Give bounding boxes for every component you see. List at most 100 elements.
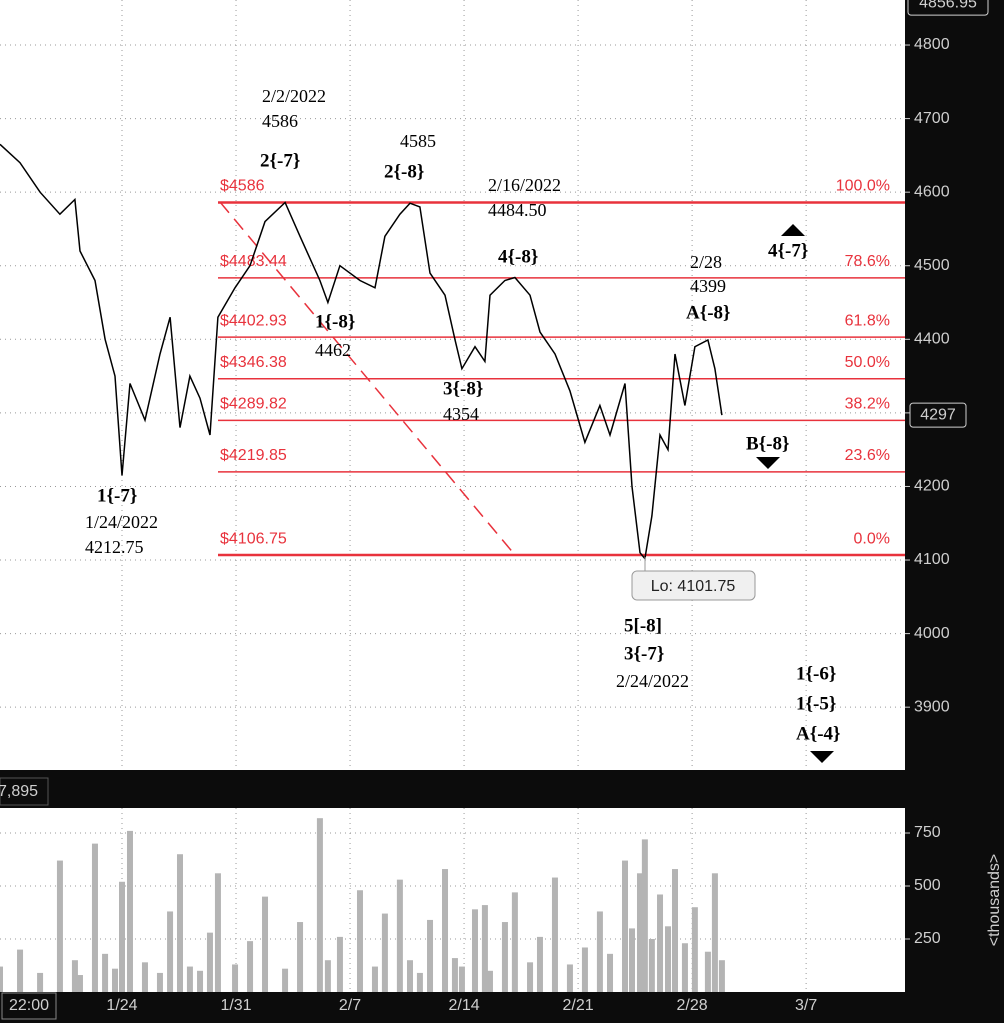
volume-bar xyxy=(501,922,508,992)
y-tick-label: 4600 xyxy=(914,183,950,200)
volume-bar xyxy=(186,966,193,992)
last-box xyxy=(909,402,967,428)
volume-bar xyxy=(316,818,323,992)
volume-bar xyxy=(648,939,655,992)
volume-last-label: 7,895 xyxy=(0,783,38,800)
level-ratio-label: 78.6% xyxy=(845,253,890,270)
volume-bar xyxy=(206,932,213,992)
volume-bar xyxy=(442,869,449,992)
annotation: 2/2/2022 xyxy=(262,86,326,106)
volume-bar xyxy=(262,896,269,992)
volume-bar xyxy=(672,869,679,992)
level-ratio-label: 23.6% xyxy=(845,447,890,464)
volume-bar xyxy=(56,860,63,992)
wave-label: 5[-8] xyxy=(624,615,662,636)
annotation: 1/24/2022 xyxy=(85,512,158,532)
volume-bar xyxy=(416,972,423,992)
wave-label: 1{-6} xyxy=(796,663,836,684)
volume-bar xyxy=(91,843,98,992)
wave-label: 3{-7} xyxy=(624,643,664,664)
volume-bar xyxy=(481,905,488,992)
volume-bar xyxy=(214,873,221,992)
annotation: 2/24/2022 xyxy=(616,671,689,691)
volume-bar xyxy=(406,960,413,992)
volume-bar xyxy=(691,907,698,992)
wave-label: 3{-8} xyxy=(443,378,483,399)
volume-bar xyxy=(297,922,304,992)
wave-label: B{-8} xyxy=(746,433,789,454)
volume-bar xyxy=(527,962,534,992)
volume-bar xyxy=(471,909,478,992)
wave-label: 4{-7} xyxy=(768,240,808,261)
x-tick-label: 2/28 xyxy=(677,997,708,1014)
level-price-label: $4289.82 xyxy=(220,396,287,413)
volume-bar xyxy=(141,962,148,992)
volume-bar xyxy=(17,949,24,992)
volume-bar xyxy=(636,873,643,992)
volume-bar xyxy=(566,964,573,992)
y-tick-label: 3900 xyxy=(914,698,950,715)
volume-bar xyxy=(629,928,636,992)
annotation: 4585 xyxy=(400,131,436,151)
volume-bar xyxy=(396,879,403,992)
volume-bar xyxy=(102,953,109,992)
x-tick-label: 1/24 xyxy=(106,997,137,1014)
volume-bar xyxy=(282,968,289,992)
volume-bar xyxy=(486,970,493,992)
callout-box xyxy=(631,570,756,601)
annotation: 2/16/2022 xyxy=(488,175,561,195)
annotation: 4484.50 xyxy=(488,200,547,220)
annotation: 2/28 xyxy=(690,252,722,272)
volume-box xyxy=(0,777,49,806)
price-line xyxy=(0,143,723,561)
volume-bar xyxy=(167,911,174,992)
annotations: 2/2/2022 4586 2{-7} 4585 2{-8} 2/16/2022… xyxy=(85,86,841,763)
volume-bar xyxy=(596,911,603,992)
annotation: 4399 xyxy=(690,276,726,296)
price-panel xyxy=(0,0,905,770)
volume-bar xyxy=(37,972,44,992)
wave-label: 2{-8} xyxy=(384,161,424,182)
y-tick-label: 500 xyxy=(914,877,941,894)
arrow-down xyxy=(810,751,834,763)
level-price-label: $4346.38 xyxy=(220,354,287,371)
y-tick-label: 4800 xyxy=(914,36,950,53)
y-tick-label: 4700 xyxy=(914,110,950,127)
y-tick-label: 4500 xyxy=(914,257,950,274)
volume-bar xyxy=(381,913,388,992)
x-tick-label: 2/7 xyxy=(339,997,361,1014)
x-tick-label: 3/7 xyxy=(795,997,817,1014)
annotation: 4586 xyxy=(262,111,298,131)
volume-bar xyxy=(704,951,711,992)
level-price-label: $4106.75 xyxy=(220,530,287,547)
level-ratio-label: 0.0% xyxy=(854,530,890,547)
wave-label: 1{-5} xyxy=(796,693,836,714)
time-label: 22:00 xyxy=(9,997,49,1014)
volume-bar xyxy=(427,919,434,992)
volume-bar xyxy=(0,966,3,992)
arrow-up xyxy=(781,224,805,236)
volume-bar xyxy=(581,947,588,992)
volume-bar xyxy=(458,966,465,992)
volume-bar xyxy=(247,941,254,992)
wave-label: 2{-7} xyxy=(260,150,300,171)
volume-bar xyxy=(156,972,163,992)
volume-bar xyxy=(76,975,83,992)
volume-bar xyxy=(681,943,688,992)
volume-bar xyxy=(336,936,343,992)
volume-bar xyxy=(511,892,518,992)
volume-bar xyxy=(551,877,558,992)
y-tick-label: 4000 xyxy=(914,625,950,642)
level-price-label: $4586 xyxy=(220,178,265,195)
x-tick-label: 2/21 xyxy=(563,997,594,1014)
wave-label: A{-4} xyxy=(796,723,841,744)
volume-bar xyxy=(536,936,543,992)
volume-bar xyxy=(371,966,378,992)
y-tick-label: 750 xyxy=(914,824,941,841)
wave-label: 1{-7} xyxy=(97,485,137,506)
volume-bar xyxy=(641,839,648,992)
annotation: 4354 xyxy=(443,404,479,424)
time-box xyxy=(1,992,57,1020)
